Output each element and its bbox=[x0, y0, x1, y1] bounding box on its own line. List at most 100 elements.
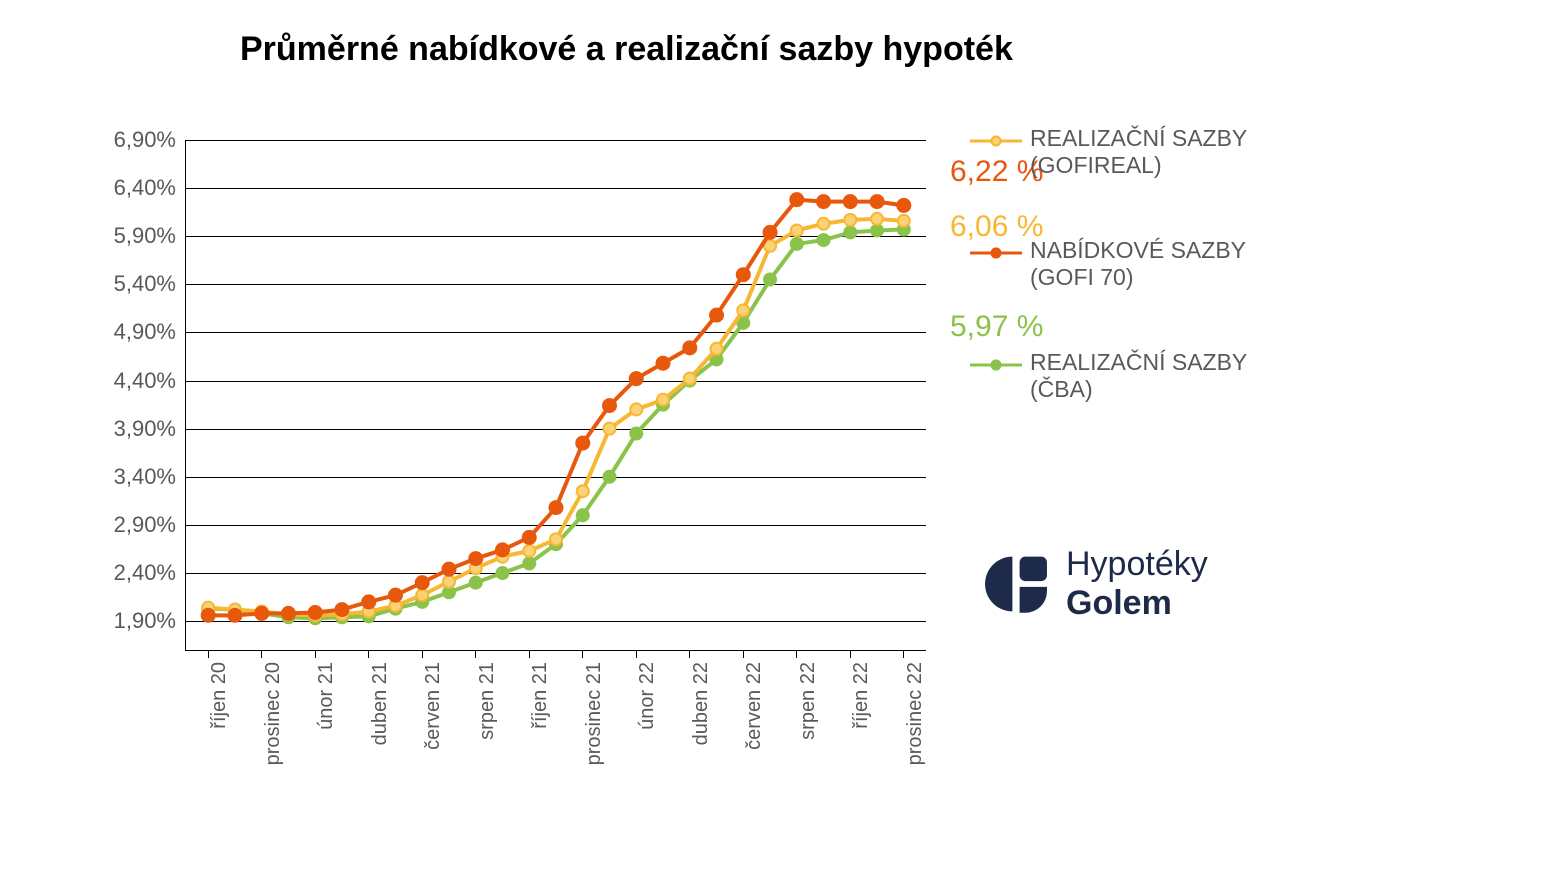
y-tick-label: 3,40% bbox=[114, 464, 176, 490]
y-tick-label: 1,90% bbox=[114, 608, 176, 634]
y-tick-label: 5,40% bbox=[114, 271, 176, 297]
series-marker-gofi70 bbox=[335, 603, 348, 616]
x-tick-label: duben 21 bbox=[369, 662, 392, 745]
series-marker-cba bbox=[523, 557, 535, 569]
series-marker-cba bbox=[470, 577, 482, 589]
x-tick-label: červen 21 bbox=[422, 662, 445, 750]
series-marker-gofi70 bbox=[683, 341, 696, 354]
series-marker-gofi70 bbox=[416, 576, 429, 589]
legend-label: REALIZAČNÍ SAZBY (ČBA) bbox=[1030, 349, 1290, 403]
series-marker-cba bbox=[818, 234, 830, 246]
series-marker-gofireal bbox=[657, 394, 669, 406]
x-tick-mark bbox=[689, 650, 690, 658]
legend-swatch bbox=[970, 353, 1022, 377]
series-marker-cba bbox=[604, 471, 616, 483]
x-tick-mark bbox=[636, 650, 637, 658]
series-marker-gofireal bbox=[443, 576, 455, 588]
series-marker-gofi70 bbox=[764, 226, 777, 239]
x-tick-mark bbox=[208, 650, 209, 658]
x-tick-mark bbox=[796, 650, 797, 658]
y-tick-label: 4,90% bbox=[114, 319, 176, 345]
series-marker-gofi70 bbox=[817, 195, 830, 208]
series-marker-gofi70 bbox=[309, 606, 322, 619]
series-marker-gofi70 bbox=[228, 609, 241, 622]
series-marker-gofi70 bbox=[469, 552, 482, 565]
series-marker-cba bbox=[791, 238, 803, 250]
series-marker-gofi70 bbox=[550, 501, 563, 514]
series-marker-gofireal bbox=[871, 213, 883, 225]
x-tick-mark bbox=[422, 650, 423, 658]
series-marker-cba bbox=[764, 274, 776, 286]
x-tick-label: říjen 20 bbox=[208, 662, 231, 729]
x-tick-mark bbox=[903, 650, 904, 658]
series-marker-gofi70 bbox=[496, 543, 509, 556]
x-tick-label: prosinec 22 bbox=[904, 662, 927, 765]
x-tick-label: duben 22 bbox=[690, 662, 713, 745]
legend-swatch bbox=[970, 241, 1022, 265]
y-tick-label: 2,40% bbox=[114, 560, 176, 586]
series-marker-gofi70 bbox=[523, 531, 536, 544]
series-marker-gofireal bbox=[791, 224, 803, 236]
series-marker-gofi70 bbox=[282, 607, 295, 620]
x-tick-mark bbox=[368, 650, 369, 658]
x-tick-mark bbox=[743, 650, 744, 658]
x-tick-label: únor 22 bbox=[636, 662, 659, 730]
series-marker-cba bbox=[577, 509, 589, 521]
x-tick-mark bbox=[261, 650, 262, 658]
series-marker-gofi70 bbox=[389, 589, 402, 602]
series-marker-cba bbox=[844, 226, 856, 238]
series-marker-gofi70 bbox=[362, 595, 375, 608]
x-tick-label: říjen 21 bbox=[529, 662, 552, 729]
series-marker-gofi70 bbox=[737, 268, 750, 281]
brand-logo: HypotékyGolem bbox=[980, 545, 1208, 623]
series-marker-cba bbox=[630, 427, 642, 439]
series-marker-gofi70 bbox=[871, 195, 884, 208]
x-tick-label: únor 21 bbox=[315, 662, 338, 730]
series-layer bbox=[186, 140, 926, 650]
series-marker-gofi70 bbox=[576, 437, 589, 450]
brand-logo-mark bbox=[980, 548, 1052, 620]
series-marker-gofi70 bbox=[442, 563, 455, 576]
y-tick-label: 6,40% bbox=[114, 175, 176, 201]
series-marker-gofi70 bbox=[790, 193, 803, 206]
series-marker-gofi70 bbox=[202, 609, 215, 622]
x-tick-label: říjen 22 bbox=[850, 662, 873, 729]
legend-label: NABÍDKOVÉ SAZBY (GOFI 70) bbox=[1030, 237, 1290, 291]
x-tick-label: prosinec 20 bbox=[262, 662, 285, 765]
legend-item-gofireal: REALIZAČNÍ SAZBY (GOFIREAL) bbox=[970, 125, 1290, 179]
series-marker-gofireal bbox=[737, 304, 749, 316]
series-marker-gofireal bbox=[550, 533, 562, 545]
series-line-gofi70 bbox=[208, 200, 904, 616]
x-tick-mark bbox=[529, 650, 530, 658]
x-tick-mark bbox=[582, 650, 583, 658]
series-marker-gofireal bbox=[416, 589, 428, 601]
legend-swatch bbox=[970, 129, 1022, 153]
x-tick-label: prosinec 21 bbox=[583, 662, 606, 765]
series-marker-gofi70 bbox=[657, 357, 670, 370]
series-marker-gofi70 bbox=[603, 399, 616, 412]
y-tick-label: 6,90% bbox=[114, 127, 176, 153]
brand-logo-text: HypotékyGolem bbox=[1066, 545, 1208, 623]
series-marker-cba bbox=[871, 224, 883, 236]
series-marker-gofireal bbox=[604, 423, 616, 435]
series-marker-gofi70 bbox=[897, 199, 910, 212]
x-tick-label: srpen 22 bbox=[797, 662, 820, 740]
series-marker-cba bbox=[496, 567, 508, 579]
legend-item-cba: REALIZAČNÍ SAZBY (ČBA) bbox=[970, 349, 1290, 403]
y-tick-label: 2,90% bbox=[114, 512, 176, 538]
chart-title: Průměrné nabídkové a realizační sazby hy… bbox=[240, 30, 1013, 69]
series-marker-gofireal bbox=[577, 485, 589, 497]
series-line-gofireal bbox=[208, 219, 904, 615]
y-tick-label: 3,90% bbox=[114, 416, 176, 442]
series-marker-gofireal bbox=[818, 218, 830, 230]
x-tick-label: srpen 21 bbox=[476, 662, 499, 740]
x-tick-mark bbox=[475, 650, 476, 658]
legend: REALIZAČNÍ SAZBY (GOFIREAL) NABÍDKOVÉ SAZ… bbox=[970, 125, 1290, 461]
y-tick-label: 5,90% bbox=[114, 223, 176, 249]
series-marker-gofireal bbox=[711, 343, 723, 355]
series-marker-gofireal bbox=[684, 373, 696, 385]
series-marker-gofi70 bbox=[630, 372, 643, 385]
series-marker-gofireal bbox=[898, 215, 910, 227]
series-marker-gofi70 bbox=[255, 607, 268, 620]
series-marker-gofi70 bbox=[710, 309, 723, 322]
